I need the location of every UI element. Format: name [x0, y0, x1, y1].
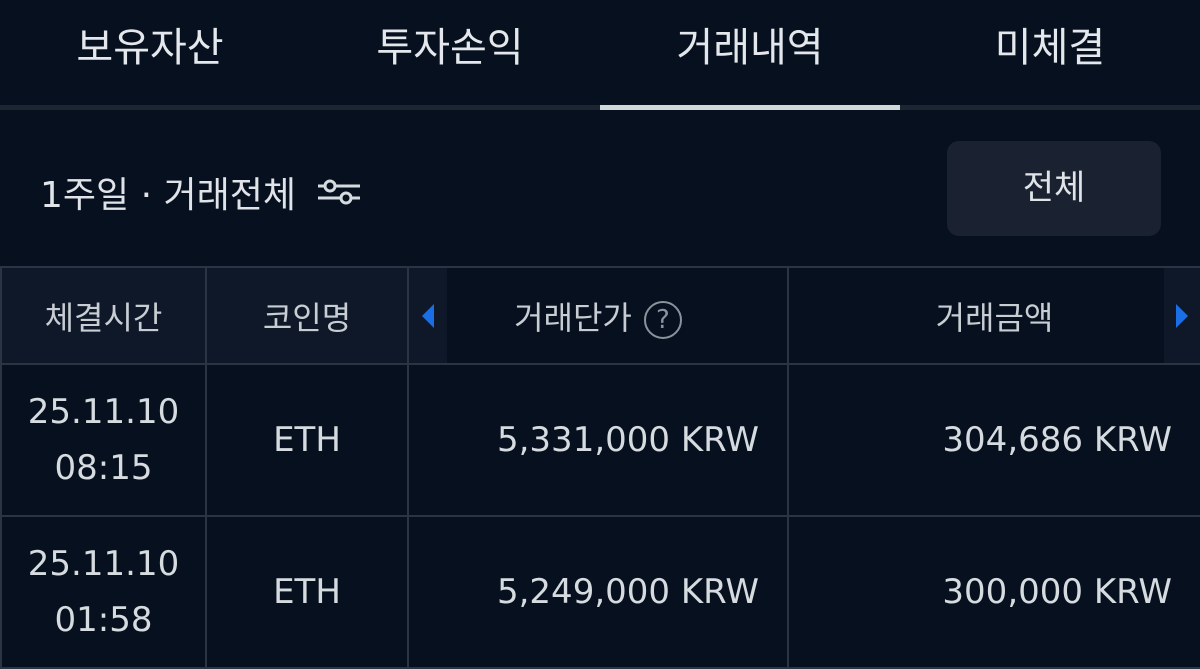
filter-toggle[interactable]: 1주일 · 거래전체 [40, 166, 362, 218]
filter-bar: 1주일 · 거래전체 전체 [0, 110, 1200, 266]
table-header-row: 체결시간 코인명 거래단가? 거래금액 [0, 266, 1200, 365]
caret-left-icon [422, 303, 434, 328]
tab-unfilled[interactable]: 미체결 [994, 25, 1106, 71]
header-trade-amount-label: 거래금액 [935, 298, 1054, 337]
amount-cell: 304,686 KRW [787, 363, 1200, 517]
price-cell: 5,249,000 KRW [407, 515, 789, 669]
caret-right-icon [1176, 303, 1188, 328]
scroll-left-button[interactable] [409, 268, 447, 363]
tab-holdings[interactable]: 보유자산 [76, 25, 224, 71]
scroll-right-button[interactable] [1164, 268, 1200, 363]
header-coin-name: 코인명 [205, 266, 409, 365]
exec-time: 01:58 [54, 600, 153, 640]
price-cell: 5,331,000 KRW [407, 363, 789, 517]
header-exec-time: 체결시간 [0, 266, 207, 365]
tab-bar: 보유자산 투자손익 거래내역 미체결 [0, 0, 1200, 110]
filter-sliders-icon [317, 179, 360, 205]
tab-profit-loss[interactable]: 투자손익 [376, 25, 524, 71]
filter-label: 1주일 · 거래전체 [40, 175, 296, 216]
header-trade-price-label: 거래단가 [514, 298, 632, 337]
header-trade-amount: 거래금액 [787, 266, 1200, 365]
header-trade-price: 거래단가? [407, 266, 789, 365]
coin-cell: ETH [205, 363, 409, 517]
exec-time-cell: 25.11.10 01:58 [0, 515, 207, 669]
exec-date: 25.11.10 [27, 544, 180, 584]
exec-time: 08:15 [54, 448, 153, 488]
exec-date: 25.11.10 [27, 392, 180, 432]
amount-cell: 300,000 KRW [787, 515, 1200, 669]
coin-cell: ETH [205, 515, 409, 669]
all-filter-button[interactable]: 전체 [947, 141, 1161, 236]
table-row[interactable]: 25.11.10 01:58 ETH 5,249,000 KRW 300,000 … [0, 515, 1200, 669]
help-icon[interactable]: ? [643, 300, 682, 339]
tab-trade-history[interactable]: 거래내역 [600, 0, 900, 110]
exec-time-cell: 25.11.10 08:15 [0, 363, 207, 517]
trade-history-table: 체결시간 코인명 거래단가? 거래금액 25.11.10 08:15 ETH 5,… [0, 266, 1200, 669]
table-row[interactable]: 25.11.10 08:15 ETH 5,331,000 KRW 304,686 … [0, 363, 1200, 517]
